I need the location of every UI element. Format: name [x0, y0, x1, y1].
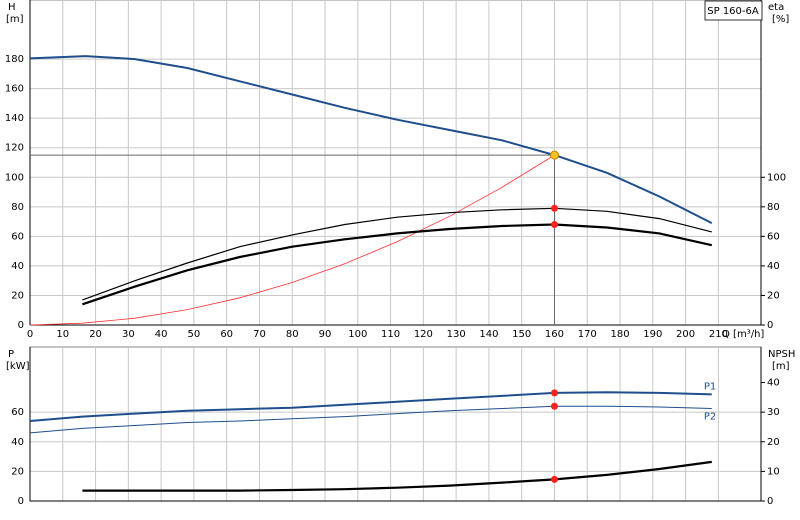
y-tick-label: 60	[11, 407, 24, 418]
duty-point	[549, 150, 559, 160]
x-tick-label: 90	[319, 329, 332, 340]
x-tick-label: 60	[220, 329, 233, 340]
series-label: P1	[704, 381, 716, 392]
y-tick-label: 120	[5, 143, 24, 154]
x-tick-label: 210	[709, 329, 728, 340]
y2-axis-unit: [m]	[772, 361, 790, 372]
x-tick-label: 40	[155, 329, 168, 340]
y2-axis-name: eta	[768, 2, 784, 13]
title-box	[704, 0, 763, 21]
y2-tick-label: 80	[767, 202, 780, 213]
y2-axis-unit: [%]	[772, 14, 789, 25]
x-tick-label: 20	[89, 329, 102, 340]
line	[29, 391, 712, 422]
line	[29, 55, 713, 224]
y-tick-label: 20	[11, 290, 24, 301]
y2-tick-label: 30	[767, 407, 780, 418]
y-axis-name: H	[8, 2, 16, 13]
y2-tick-label: 0	[767, 320, 773, 331]
line	[82, 207, 712, 301]
y-tick-label: 180	[5, 54, 24, 65]
x-tick-label: 50	[188, 329, 201, 340]
x-tick-label: 0	[27, 329, 33, 340]
point	[550, 221, 558, 229]
y-tick-label: 40	[11, 437, 24, 448]
x-tick-label: 30	[122, 329, 135, 340]
x-tick-label: 200	[676, 329, 695, 340]
y-tick-label: 60	[11, 231, 24, 242]
series-label: P2	[704, 411, 716, 422]
x-tick-label: 130	[447, 329, 466, 340]
x-tick-label: 160	[545, 329, 564, 340]
x-tick-label: 190	[643, 329, 662, 340]
y-tick-label: 40	[11, 261, 24, 272]
y-tick-label: 140	[5, 113, 24, 124]
y-tick-label: 0	[18, 496, 24, 507]
plot-layer: 0 10 20 30 40 50 60 70 80 90 100 110 120 130 140 150 160…	[5, 0, 795, 507]
y2-tick-label: 40	[767, 378, 780, 389]
plot-area	[29, 346, 762, 502]
y-axis-unit: [m]	[6, 14, 24, 25]
y-axis-unit: [kW]	[6, 361, 30, 372]
y2-tick-label: 60	[767, 231, 780, 242]
y2-tick-label: 20	[767, 290, 780, 301]
y-tick-label: 100	[5, 172, 24, 183]
y2-tick-label: 20	[767, 437, 780, 448]
x-tick-label: 140	[479, 329, 498, 340]
x-axis-label: Q [m³/h]	[722, 329, 764, 340]
y2-axis-name: NPSH	[768, 349, 795, 360]
x-tick-label: 120	[414, 329, 433, 340]
line	[29, 405, 712, 434]
y-tick-label: 160	[5, 84, 24, 95]
x-tick-label: 170	[578, 329, 597, 340]
y-axis-name: P	[8, 349, 14, 360]
point	[550, 389, 558, 397]
point	[550, 402, 558, 410]
x-tick-label: 80	[286, 329, 299, 340]
chart-title: SP 160-6A	[707, 6, 759, 17]
point	[550, 204, 558, 212]
x-tick-label: 70	[253, 329, 266, 340]
point	[550, 475, 558, 483]
y-tick-label: 80	[11, 202, 24, 213]
x-tick-label: 150	[512, 329, 531, 340]
y2-tick-label: 100	[767, 172, 786, 183]
y2-tick-label: 0	[767, 496, 773, 507]
x-tick-label: 110	[381, 329, 400, 340]
y2-tick-label: 40	[767, 261, 780, 272]
plot-area	[29, 0, 762, 326]
x-tick-label: 180	[610, 329, 629, 340]
line	[82, 223, 713, 306]
x-tick-label: 10	[56, 329, 69, 340]
y2-tick-label: 10	[767, 466, 780, 477]
y-tick-label: 20	[11, 466, 24, 477]
line	[29, 154, 555, 326]
line	[82, 460, 712, 492]
x-tick-label: 100	[348, 329, 367, 340]
y-tick-label: 0	[18, 320, 24, 331]
